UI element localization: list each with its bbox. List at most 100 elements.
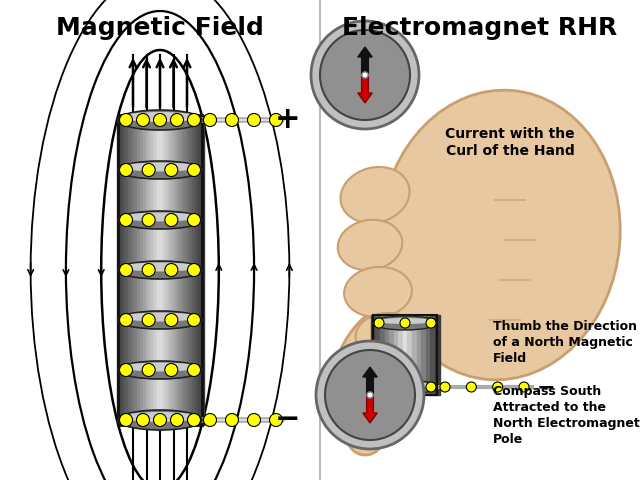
Ellipse shape — [380, 90, 620, 380]
Circle shape — [170, 113, 184, 127]
Circle shape — [493, 382, 502, 392]
Ellipse shape — [118, 211, 202, 229]
Circle shape — [142, 164, 155, 177]
Circle shape — [136, 413, 150, 427]
Text: +: + — [275, 106, 301, 134]
Bar — [435, 315, 440, 395]
Bar — [200, 115, 204, 425]
Circle shape — [165, 363, 178, 376]
Circle shape — [426, 318, 436, 328]
Circle shape — [188, 164, 200, 177]
Bar — [189, 115, 192, 425]
Ellipse shape — [338, 220, 403, 270]
Ellipse shape — [122, 312, 198, 322]
Text: −: − — [537, 377, 556, 397]
Text: −: − — [275, 406, 301, 434]
Bar — [131, 115, 134, 425]
Circle shape — [188, 313, 200, 326]
Circle shape — [165, 313, 178, 326]
Circle shape — [188, 113, 200, 127]
Ellipse shape — [118, 410, 202, 430]
Circle shape — [204, 113, 216, 127]
Circle shape — [120, 214, 132, 227]
Bar — [125, 115, 129, 425]
Bar — [116, 115, 120, 425]
Circle shape — [120, 113, 132, 127]
Circle shape — [367, 392, 373, 398]
Bar — [426, 315, 431, 395]
Bar — [198, 115, 201, 425]
Bar — [160, 115, 163, 425]
Bar — [394, 315, 399, 395]
FancyArrow shape — [358, 47, 372, 75]
Bar — [408, 315, 412, 395]
Bar — [143, 115, 146, 425]
Ellipse shape — [376, 318, 434, 324]
Circle shape — [362, 72, 368, 78]
Circle shape — [320, 30, 410, 120]
Bar — [120, 115, 123, 425]
Bar — [151, 115, 155, 425]
Circle shape — [142, 214, 155, 227]
Circle shape — [188, 214, 200, 227]
Text: Thumb the Direction
of a North Magnetic
Field: Thumb the Direction of a North Magnetic … — [493, 320, 637, 365]
Circle shape — [165, 214, 178, 227]
Text: Magnetic Field: Magnetic Field — [56, 16, 264, 40]
Ellipse shape — [376, 382, 434, 388]
Circle shape — [120, 413, 132, 427]
FancyArrow shape — [358, 75, 372, 103]
Circle shape — [188, 363, 200, 376]
Circle shape — [400, 318, 410, 328]
Circle shape — [170, 413, 184, 427]
Circle shape — [248, 113, 260, 127]
Bar — [118, 115, 202, 425]
Bar — [192, 115, 195, 425]
Circle shape — [426, 382, 436, 392]
Circle shape — [374, 318, 384, 328]
Bar — [180, 115, 184, 425]
Circle shape — [165, 264, 178, 276]
Ellipse shape — [122, 213, 198, 221]
Circle shape — [519, 382, 529, 392]
Circle shape — [316, 341, 424, 449]
Bar — [172, 115, 175, 425]
Ellipse shape — [373, 380, 437, 394]
Bar — [186, 115, 189, 425]
FancyArrow shape — [363, 395, 377, 423]
Ellipse shape — [355, 313, 420, 361]
Ellipse shape — [118, 361, 202, 379]
Bar — [417, 315, 421, 395]
Circle shape — [136, 113, 150, 127]
Ellipse shape — [118, 110, 202, 130]
Bar — [148, 115, 152, 425]
Bar — [376, 315, 380, 395]
Circle shape — [204, 413, 216, 427]
Bar — [389, 315, 394, 395]
Circle shape — [165, 164, 178, 177]
Circle shape — [188, 413, 200, 427]
Text: Electromagnet RHR: Electromagnet RHR — [342, 16, 618, 40]
Bar — [412, 315, 417, 395]
Circle shape — [120, 164, 132, 177]
Bar — [145, 115, 149, 425]
Bar — [403, 315, 408, 395]
Bar — [137, 115, 140, 425]
Bar — [140, 115, 143, 425]
Circle shape — [142, 313, 155, 326]
Bar — [169, 115, 172, 425]
Bar — [166, 115, 169, 425]
Bar — [154, 115, 157, 425]
Text: Current with the
Curl of the Hand: Current with the Curl of the Hand — [445, 127, 575, 158]
Circle shape — [120, 264, 132, 276]
Circle shape — [154, 113, 166, 127]
Bar — [157, 115, 161, 425]
Circle shape — [440, 382, 450, 392]
Bar — [380, 315, 385, 395]
Ellipse shape — [340, 167, 410, 223]
Circle shape — [142, 363, 155, 376]
Ellipse shape — [122, 362, 198, 372]
Circle shape — [248, 413, 260, 427]
Circle shape — [400, 382, 410, 392]
Bar — [195, 115, 198, 425]
Circle shape — [120, 363, 132, 376]
